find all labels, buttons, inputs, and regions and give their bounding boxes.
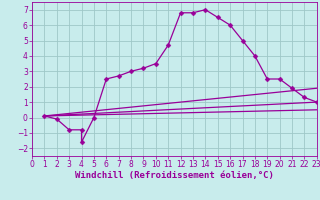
X-axis label: Windchill (Refroidissement éolien,°C): Windchill (Refroidissement éolien,°C) xyxy=(75,171,274,180)
